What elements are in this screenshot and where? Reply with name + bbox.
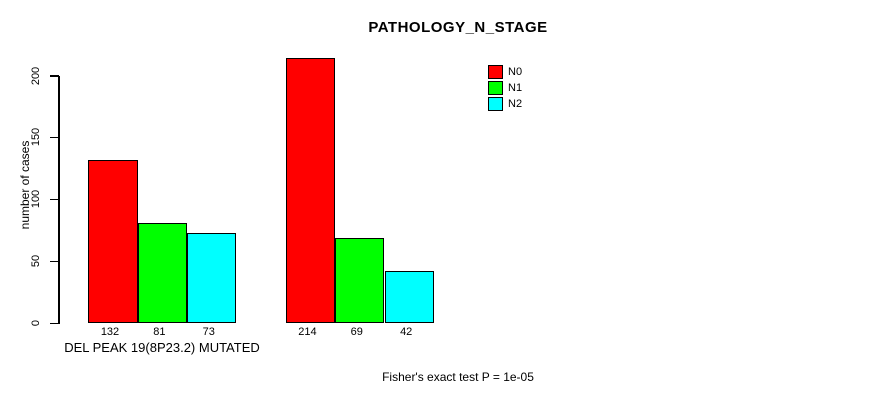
legend-item-n0: N0 <box>488 65 522 79</box>
bar-n0-group2 <box>285 58 336 323</box>
bar-value-label: 73 <box>202 326 215 338</box>
bar-value-label: 42 <box>400 326 413 338</box>
y-axis-tick <box>50 136 59 139</box>
bar-n2-group2 <box>384 271 434 323</box>
legend-item-n2: N2 <box>488 97 522 111</box>
legend-item-n1: N1 <box>488 81 522 95</box>
y-axis-tick-label: 150 <box>30 128 42 147</box>
bar-n0-group1 <box>88 159 138 323</box>
legend-label: N1 <box>508 81 523 94</box>
y-axis-label: number of cases <box>18 140 32 230</box>
bar-n1-group2 <box>335 237 385 323</box>
legend-label: N0 <box>508 65 523 78</box>
y-axis-tick <box>50 260 59 263</box>
bar-n1-group1 <box>137 222 188 323</box>
bar-value-label: 69 <box>350 326 363 338</box>
bar-n2-group1 <box>187 232 237 323</box>
legend-swatch-n0 <box>488 65 503 79</box>
legend-swatch-n2 <box>488 97 503 111</box>
y-axis-tick-label: 0 <box>30 319 42 327</box>
stat-test-caption: Fisher's exact test P = 1e-05 <box>382 370 534 384</box>
y-axis-line <box>58 75 60 324</box>
x-axis-group-label: DEL PEAK 19(8P23.2) MUTATED <box>64 340 260 355</box>
bar-value-label: 214 <box>298 326 317 338</box>
y-axis-tick <box>50 75 59 77</box>
chart-title: PATHOLOGY_N_STAGE <box>368 19 548 36</box>
legend-swatch-n1 <box>488 81 503 95</box>
bar-value-label: 132 <box>100 326 120 338</box>
y-axis-tick <box>50 322 59 324</box>
y-axis-tick <box>50 198 59 201</box>
legend: N0 N1 N2 <box>488 65 522 113</box>
y-axis-tick-label: 200 <box>30 66 42 85</box>
y-axis-tick-label: 100 <box>30 190 42 209</box>
y-axis-tick-label: 50 <box>30 255 42 268</box>
legend-label: N2 <box>508 97 523 110</box>
bar-value-label: 81 <box>153 326 166 338</box>
